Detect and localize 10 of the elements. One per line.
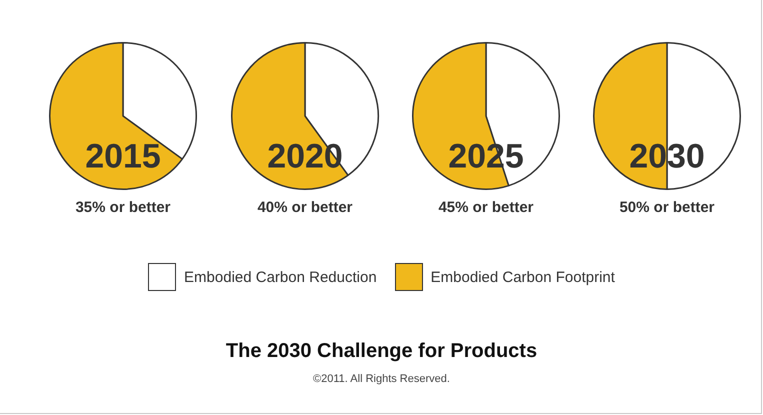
legend-label: Embodied Carbon Footprint <box>430 268 615 286</box>
text: 45% or better <box>437 199 535 216</box>
text: 35% or better <box>74 199 172 216</box>
legend-label: Embodied Carbon Reduction <box>184 268 377 286</box>
text: 50% or better <box>618 199 716 216</box>
text: 40% or better <box>256 199 354 216</box>
text: 2030 <box>629 137 705 176</box>
text: ©2011. All Rights Reserved. <box>312 373 451 385</box>
text: 2015 <box>85 137 161 176</box>
text: The 2030 Challenge for Products <box>224 340 538 363</box>
